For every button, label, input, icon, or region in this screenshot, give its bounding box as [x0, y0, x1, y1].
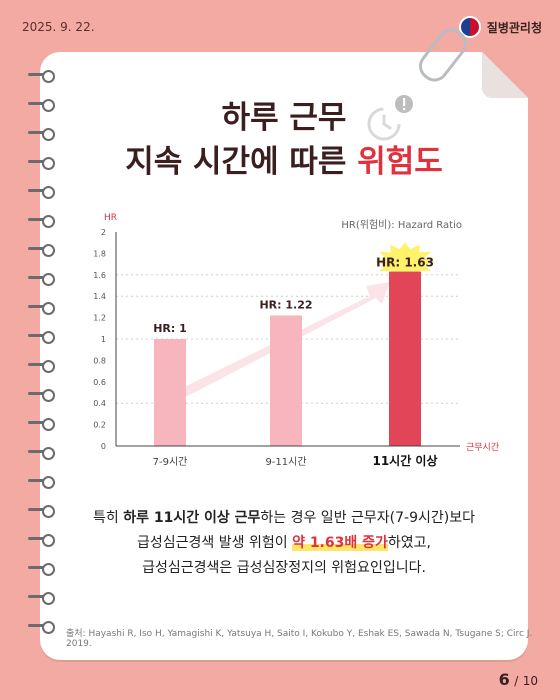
- binder-ring: [28, 447, 55, 460]
- title-line1: 하루 근무: [221, 100, 347, 136]
- x-tick-label: 9-11시간: [265, 456, 306, 468]
- hr-bar-chart: 0 0.2 0.4 0.6 0.8 1 1.2 1.4 1.6 1.8 2 HR 근무시간 HR: 1 7-…: [93, 213, 499, 468]
- clock-warning-icon: [367, 95, 413, 141]
- bar: [270, 315, 302, 446]
- source-citation: 출처: Hayashi R, Iso H, Yamagishi K, Yatsu…: [66, 629, 533, 649]
- x-tick-label: 11시간 이상: [372, 453, 437, 468]
- binder-ring: [28, 360, 55, 373]
- binder-ring: [28, 99, 55, 112]
- x-axis-label: 근무시간: [466, 442, 499, 453]
- taegeuk-logo-icon: [458, 16, 481, 38]
- agency-name: 질병관리청: [486, 20, 542, 35]
- body-s4: 하였고,: [387, 535, 431, 551]
- body-line2: 급성심근경색 발생 위험이 약 1.63배 증가하였고,: [40, 531, 528, 556]
- binder-ring: [28, 244, 55, 257]
- binder-ring: [28, 563, 55, 576]
- y-axis-label: HR: [104, 213, 117, 223]
- binder-rings: [28, 70, 55, 650]
- body-text: 특히 하루 11시간 이상 근무하는 경우 일반 근무자(7-9시간)보다 급성…: [40, 506, 528, 581]
- y-tick-label: 1: [101, 335, 106, 344]
- body-s1: 특히: [93, 510, 124, 526]
- y-tick-label: 1.2: [93, 314, 106, 323]
- body-s3: 급성심근경색 발생 위험이: [137, 535, 293, 551]
- agency-brand: 질병관리청: [458, 16, 542, 38]
- y-tick-label: 0.8: [93, 356, 106, 365]
- binder-ring: [28, 273, 55, 286]
- hr-note: HR(위험비): Hazard Ratio: [341, 220, 462, 231]
- y-tick-label: 2: [101, 228, 106, 237]
- binder-ring: [28, 215, 55, 228]
- body-line3: 급성심근경색은 급성심장정지의 위험요인입니다.: [142, 560, 426, 576]
- bar: [389, 271, 421, 446]
- page-fold: [482, 52, 528, 98]
- y-tick-label: 0: [101, 442, 106, 451]
- y-tick-label: 1.4: [93, 292, 106, 301]
- body-s2: 하는 경우 일반 근무자(7-9시간)보다: [260, 510, 475, 526]
- binder-ring: [28, 157, 55, 170]
- highlight-burst-icon: [375, 242, 435, 282]
- page-current: 6: [498, 670, 510, 689]
- page-indicator: 6 / 10: [499, 670, 538, 689]
- binder-ring: [28, 331, 55, 344]
- body-line1: 특히 하루 11시간 이상 근무하는 경우 일반 근무자(7-9시간)보다: [40, 506, 528, 531]
- page-total: 10: [522, 674, 538, 688]
- binder-ring: [28, 621, 55, 634]
- binder-ring: [28, 418, 55, 431]
- body-s1-bold: 하루 11시간 이상 근무: [123, 510, 261, 526]
- binder-ring: [28, 592, 55, 605]
- binder-ring: [28, 70, 55, 83]
- date: 2025. 9. 22.: [22, 20, 95, 34]
- body-highlight: 약 1.63배 증가: [292, 535, 388, 551]
- y-tick-label: 0.4: [93, 399, 106, 408]
- binder-ring: [28, 389, 55, 402]
- y-tick-label: 1.8: [93, 249, 106, 258]
- bar-data-label: HR: 1.63: [376, 256, 434, 270]
- bar-data-label: HR: 1: [153, 322, 187, 335]
- title-line2: 지속 시간에 따른 위험도: [40, 140, 528, 184]
- binder-ring: [28, 505, 55, 518]
- bar-data-label: HR: 1.22: [259, 298, 312, 311]
- binder-ring: [28, 476, 55, 489]
- binder-ring: [28, 128, 55, 141]
- binder-ring: [28, 534, 55, 547]
- y-tick-label: 0.2: [93, 421, 106, 430]
- binder-ring: [28, 186, 55, 199]
- x-tick-label: 7-9시간: [153, 456, 188, 468]
- bar: [154, 339, 186, 446]
- y-tick-label: 0.6: [93, 378, 106, 387]
- y-tick-label: 1.6: [93, 271, 106, 280]
- title-line2-text: 지속 시간에 따른: [125, 144, 358, 180]
- title-highlight: 위험도: [357, 144, 443, 180]
- page-separator: /: [514, 674, 519, 688]
- page-title: 하루 근무 지속 시간에 따른 위험도: [40, 96, 528, 184]
- binder-ring: [28, 302, 55, 315]
